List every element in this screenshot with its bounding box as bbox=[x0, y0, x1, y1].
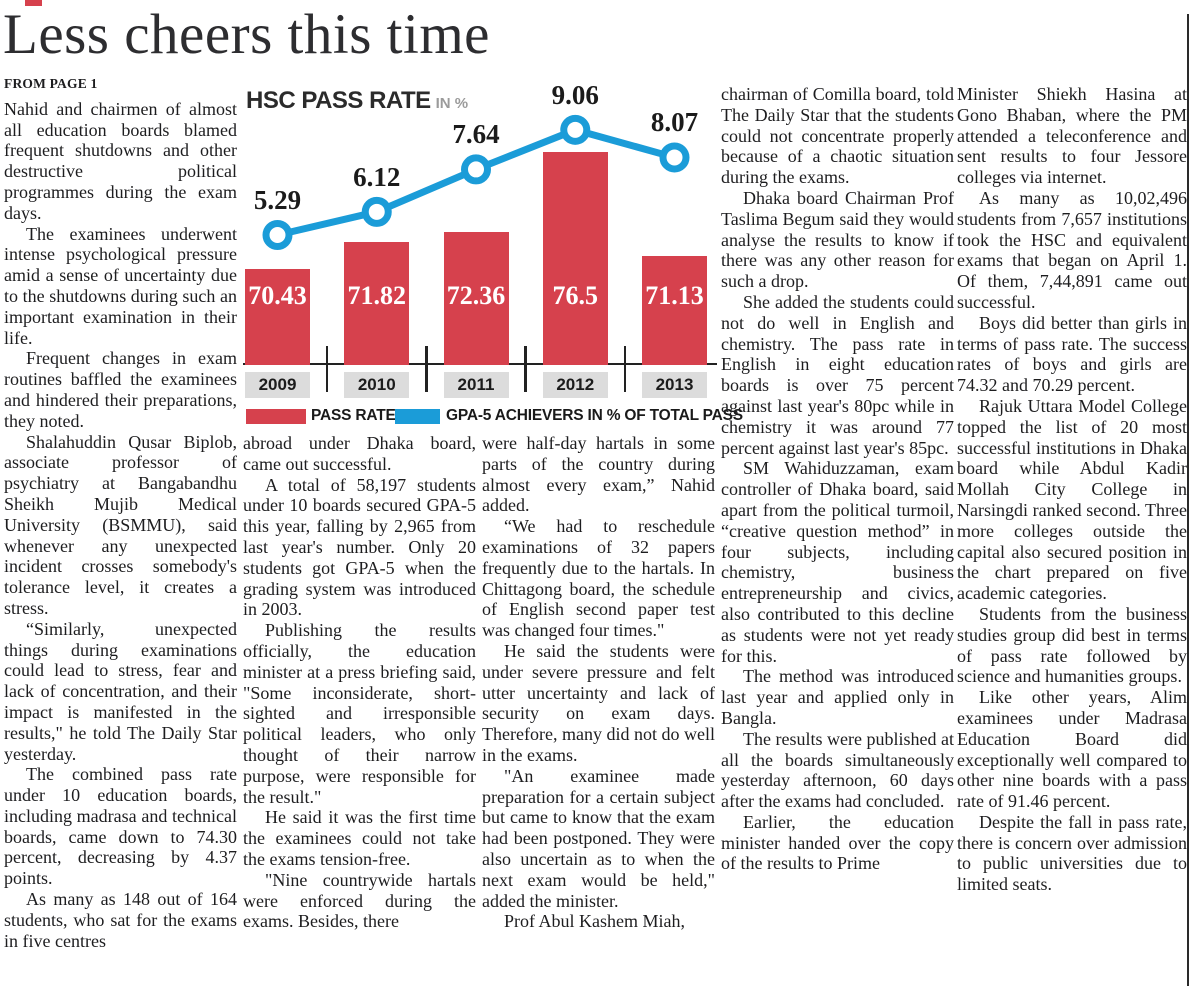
article-paragraph: Like other years, Alim examinees under M… bbox=[957, 687, 1187, 812]
gpa5-point-marker bbox=[659, 142, 690, 173]
article-paragraph: A total of 58,197 students under 10 boar… bbox=[243, 474, 476, 620]
x-axis-tick bbox=[623, 346, 627, 392]
page-border-rule bbox=[1187, 14, 1189, 986]
gpa5-point-label: 8.07 bbox=[650, 107, 699, 138]
pass-rate-bar bbox=[542, 151, 608, 365]
article-paragraph: She added the students could not do well… bbox=[721, 291, 954, 458]
article-paragraph: The combined pass rate under 10 educatio… bbox=[4, 764, 237, 889]
article-column-1: FROM PAGE 1 Nahid and chairmen of almost… bbox=[4, 74, 237, 986]
article-paragraph: The method was introduced last year and … bbox=[721, 666, 954, 728]
article-paragraph: Prof Abul Kashem Miah, bbox=[504, 911, 685, 932]
column-text-3: were half-day hartals in some parts of t… bbox=[482, 433, 715, 932]
article-paragraph: “We had to reschedule examinations of 32… bbox=[482, 516, 715, 641]
article-paragraph: Frequent changes in exam routines baffle… bbox=[4, 348, 237, 431]
article-paragraph: Minister Shiekh Hasina at Gono Bhaban, w… bbox=[957, 84, 1187, 188]
article-paragraph: As many as 148 out of 164 students, who … bbox=[4, 889, 237, 951]
legend-swatch-gpa5 bbox=[395, 409, 440, 424]
year-axis-label: 2011 bbox=[443, 372, 509, 398]
article-paragraph: Dhaka board Chairman Prof Taslima Begum … bbox=[721, 187, 954, 292]
article-paragraph: Earlier, the education minister handed o… bbox=[721, 811, 954, 874]
article-paragraph: The examinees underwent intense psycholo… bbox=[4, 223, 237, 348]
continued-from-label: FROM PAGE 1 bbox=[4, 76, 98, 91]
chart-legend: PASS RATE GPA-5 ACHIEVERS IN % OF TOTAL … bbox=[243, 406, 743, 428]
pass-rate-bar bbox=[443, 231, 509, 365]
year-axis-label: 2009 bbox=[245, 372, 310, 398]
red-fold-mark bbox=[25, 0, 42, 6]
article-paragraph: abroad under Dhaka board, came out succe… bbox=[243, 433, 476, 474]
year-axis-label: 2010 bbox=[344, 372, 410, 398]
gpa5-point-marker bbox=[560, 114, 591, 145]
x-axis-tick bbox=[425, 346, 428, 392]
x-axis-tick bbox=[325, 346, 329, 392]
gpa5-line-chart bbox=[262, 114, 690, 250]
chart-title-unit: IN % bbox=[435, 95, 469, 112]
gpa5-point-label: 5.29 bbox=[253, 185, 302, 215]
article-column-2: abroad under Dhaka board, came out succe… bbox=[243, 433, 476, 986]
gpa5-point-label: 7.64 bbox=[452, 119, 500, 150]
pass-rate-bar bbox=[344, 242, 410, 365]
article-paragraph: The results were published at all the bo… bbox=[721, 728, 954, 812]
gpa5-point-marker bbox=[361, 196, 392, 227]
year-axis-label: 2012 bbox=[542, 372, 608, 398]
legend-label-pass-rate: PASS RATE bbox=[311, 407, 396, 424]
year-axis-label: 2013 bbox=[642, 372, 707, 398]
legend-swatch-pass-rate bbox=[246, 409, 306, 424]
article-paragraph: Rajuk Uttara Model College topped the li… bbox=[957, 395, 1187, 604]
gpa5-point-label: 6.12 bbox=[353, 161, 401, 192]
bar-value-label: 70.43 bbox=[248, 281, 307, 310]
column-text-5: Minister Shiekh Hasina at Gono Bhaban, w… bbox=[957, 84, 1187, 895]
chart-title: HSC PASS RATE bbox=[246, 87, 431, 114]
gpa5-point-marker bbox=[262, 220, 293, 250]
bar-value-label: 71.82 bbox=[347, 281, 407, 310]
article-column-5: Minister Shiekh Hasina at Gono Bhaban, w… bbox=[957, 84, 1187, 986]
article-column-3: were half-day hartals in some parts of t… bbox=[482, 433, 715, 986]
column-text-4: chairman of Comilla board, told The Dail… bbox=[721, 84, 954, 874]
article-paragraph: chairman of Comilla board, told The Dail… bbox=[721, 84, 954, 188]
column-text-1: Nahid and chairmen of almost all educati… bbox=[4, 99, 237, 952]
article-paragraph: Nahid and chairmen of almost all educati… bbox=[4, 98, 237, 223]
article-paragraph: "An examinee made preparation for a cert… bbox=[482, 765, 715, 911]
gpa5-point-marker bbox=[461, 154, 491, 185]
hsc-pass-rate-chart: HSC PASS RATE IN % PASS RATE GPA-5 ACHIEV… bbox=[243, 80, 743, 430]
article-column-4: chairman of Comilla board, told The Dail… bbox=[721, 84, 954, 986]
bar-value-label: 76.5 bbox=[552, 281, 599, 310]
bar-value-label: 72.36 bbox=[446, 281, 506, 310]
article-headline: Less cheers this time bbox=[3, 3, 490, 66]
article-paragraph: Shalahuddin Qusar Biplob, associate prof… bbox=[4, 431, 237, 618]
pass-rate-bar bbox=[245, 269, 310, 365]
article-paragraph: Students from the business studies group… bbox=[957, 603, 1187, 687]
column-text-2: abroad under Dhaka board, came out succe… bbox=[243, 433, 476, 932]
article-paragraph: Despite the fall in pass rate, there is … bbox=[957, 811, 1187, 895]
article-paragraph: As many as 10,02,496 students from 7,657… bbox=[957, 187, 1187, 312]
article-paragraph: SM Wahiduzzaman, exam controller of Dhak… bbox=[721, 458, 954, 666]
article-paragraph: “Similarly, unexpected things during exa… bbox=[4, 618, 237, 764]
article-paragraph: were half-day hartals in some parts of t… bbox=[482, 433, 715, 516]
chart-title-row: HSC PASS RATE IN % bbox=[246, 87, 468, 115]
article-paragraph: Boys did better than girls in terms of p… bbox=[957, 312, 1187, 396]
bar-value-label: 71.13 bbox=[645, 281, 704, 310]
article-paragraph: Publishing the results officially, the e… bbox=[243, 620, 476, 807]
article-paragraph: He said it was the first time the examin… bbox=[243, 807, 476, 869]
legend-label-gpa5: GPA-5 ACHIEVERS IN % OF TOTAL PASS bbox=[446, 407, 743, 424]
gpa5-point-label: 9.06 bbox=[551, 79, 599, 110]
article-paragraph: He said the students were under severe p… bbox=[482, 640, 715, 765]
x-axis-tick bbox=[524, 346, 527, 392]
article-paragraph: "Nine countrywide hartals were enforced … bbox=[243, 869, 476, 932]
pass-rate-bar bbox=[642, 255, 707, 365]
